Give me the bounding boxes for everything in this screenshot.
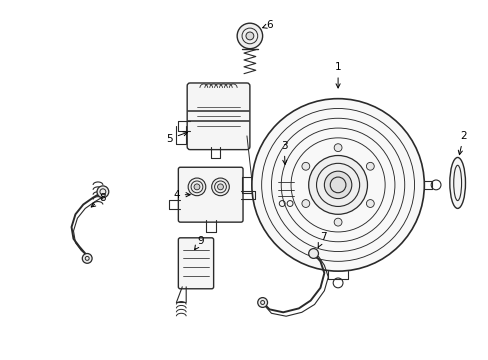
- Text: 5: 5: [166, 132, 187, 144]
- Text: 7: 7: [318, 232, 326, 247]
- Circle shape: [308, 156, 367, 214]
- Circle shape: [301, 162, 309, 170]
- Text: 3: 3: [280, 141, 287, 165]
- Ellipse shape: [449, 157, 465, 208]
- Text: 1: 1: [334, 62, 341, 88]
- Circle shape: [97, 186, 108, 198]
- Circle shape: [324, 171, 351, 199]
- Circle shape: [245, 32, 253, 40]
- Circle shape: [333, 144, 341, 152]
- Text: 4: 4: [173, 190, 190, 200]
- FancyBboxPatch shape: [178, 167, 243, 222]
- FancyBboxPatch shape: [275, 173, 296, 203]
- Text: 8: 8: [91, 193, 106, 207]
- Text: 9: 9: [194, 236, 204, 250]
- Circle shape: [82, 253, 92, 263]
- FancyBboxPatch shape: [178, 238, 213, 289]
- Circle shape: [366, 162, 373, 170]
- Circle shape: [188, 178, 205, 196]
- Text: 6: 6: [262, 20, 272, 30]
- Text: 2: 2: [457, 131, 466, 155]
- Circle shape: [237, 23, 262, 49]
- FancyBboxPatch shape: [187, 83, 249, 150]
- Circle shape: [366, 199, 373, 207]
- Circle shape: [308, 249, 318, 258]
- Circle shape: [217, 184, 223, 190]
- Circle shape: [257, 298, 267, 307]
- Circle shape: [333, 218, 341, 226]
- Circle shape: [194, 184, 200, 190]
- Circle shape: [211, 178, 229, 196]
- Circle shape: [301, 199, 309, 207]
- Circle shape: [251, 99, 424, 271]
